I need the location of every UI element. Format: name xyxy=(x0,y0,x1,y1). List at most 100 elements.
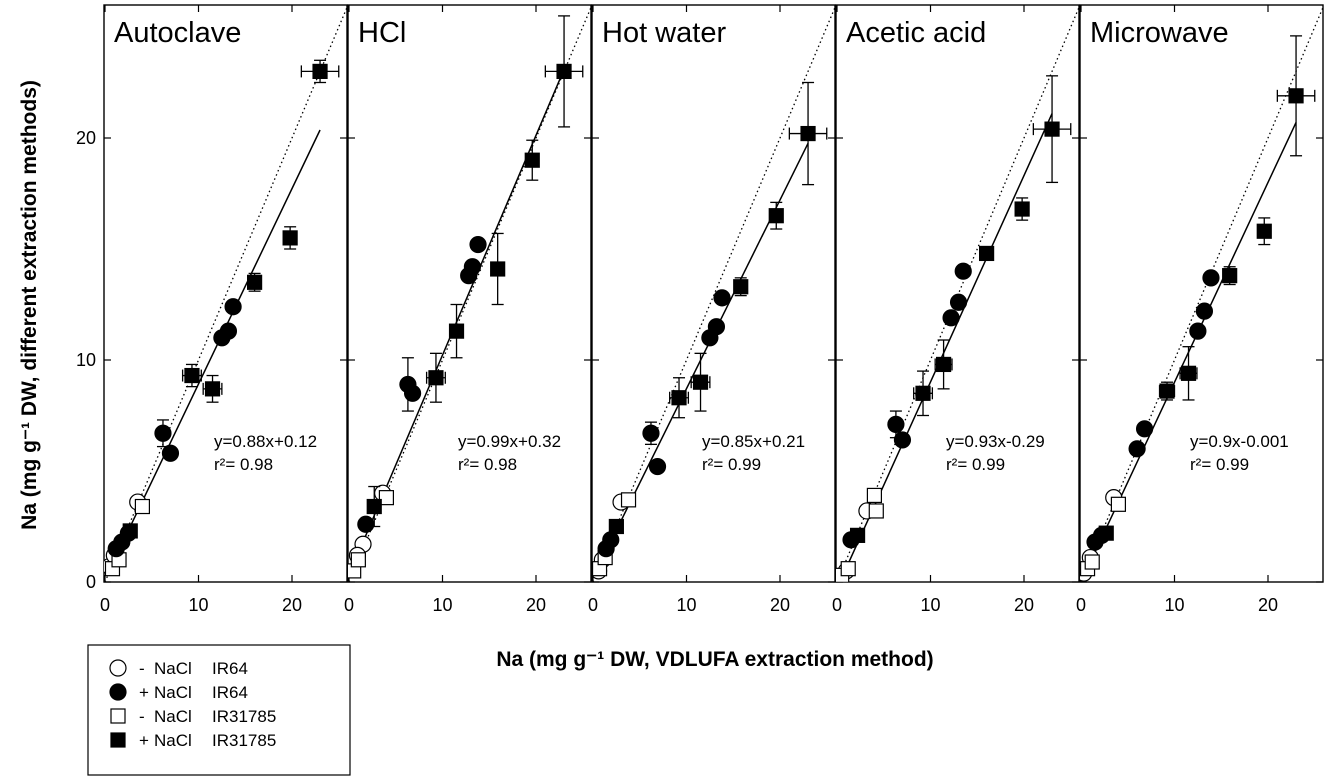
x-tick-label: 10 xyxy=(676,595,696,615)
panel-acetic-acid: 0 10 20 Acetic acid y=0.93x-0.29 r²= 0.99 xyxy=(832,4,1080,615)
filled-circle-marker xyxy=(954,262,972,280)
data-point xyxy=(448,303,465,359)
identity-line xyxy=(104,5,347,582)
data-point xyxy=(1202,269,1220,287)
open-square-legend-marker xyxy=(110,708,126,724)
filled-square-marker xyxy=(1044,121,1060,137)
filled-square-marker xyxy=(1159,383,1175,399)
filled-square-marker xyxy=(692,374,709,390)
data-point xyxy=(707,318,726,336)
x-tick-label: 10 xyxy=(920,595,940,615)
data-point xyxy=(544,15,584,128)
x-tick-label: 0 xyxy=(588,595,598,615)
r-squared: r²= 0.99 xyxy=(702,455,761,474)
filled-circle-marker xyxy=(463,258,482,276)
open-square-marker xyxy=(134,498,150,515)
data-point xyxy=(224,298,242,316)
legend-entry: - NaCl IR31785 xyxy=(110,707,276,726)
data-point xyxy=(350,552,366,568)
x-tick-label: 20 xyxy=(1258,595,1278,615)
open-square-marker xyxy=(868,503,884,519)
data-point xyxy=(219,322,238,340)
data-point xyxy=(788,81,828,186)
filled-square-marker xyxy=(733,279,749,295)
data-point xyxy=(648,457,667,476)
data-point xyxy=(490,232,506,306)
filled-circle-marker xyxy=(942,309,960,327)
regression-equation: y=0.9x-0.001 xyxy=(1190,432,1289,451)
data-point xyxy=(887,410,905,439)
x-tick-label: 0 xyxy=(100,595,110,615)
data-point xyxy=(1032,75,1072,184)
filled-square-marker xyxy=(1014,201,1030,217)
filled-circle-marker xyxy=(707,318,726,336)
filled-square-marker xyxy=(849,527,866,543)
plot-area xyxy=(104,5,347,582)
filled-circle-marker xyxy=(1202,269,1220,287)
filled-square-marker xyxy=(490,261,506,277)
filled-circle-marker xyxy=(154,424,172,442)
data-point xyxy=(733,277,749,297)
data-point xyxy=(378,490,394,506)
filled-circle-marker xyxy=(1135,420,1154,438)
panel-autoclave: 0 10 20 0 10 20 Autoclave y=0.88x+0.12 r²= 0.98 xyxy=(76,4,348,615)
data-point xyxy=(1014,197,1030,221)
filled-circle-marker xyxy=(648,457,667,476)
legend-box xyxy=(87,644,351,776)
data-point xyxy=(713,289,731,307)
data-point xyxy=(978,245,995,262)
x-tick-label: 10 xyxy=(1164,595,1184,615)
x-tick-label: 20 xyxy=(282,595,302,615)
data-point xyxy=(399,357,417,412)
x-tick-label: 0 xyxy=(832,595,842,615)
data-point xyxy=(202,374,223,403)
identity-line xyxy=(348,5,591,582)
data-point xyxy=(1110,496,1127,512)
data-point xyxy=(122,523,138,539)
filled-square-marker xyxy=(915,385,931,401)
data-point xyxy=(934,339,953,390)
data-point xyxy=(181,363,202,388)
r-squared: r²= 0.98 xyxy=(214,455,273,474)
data-point xyxy=(154,419,172,448)
data-point xyxy=(357,515,375,533)
legend-genotype: IR64 xyxy=(212,659,248,678)
filled-square-marker xyxy=(524,152,540,168)
legend-sign: + xyxy=(139,731,149,750)
filled-circle-marker xyxy=(893,431,912,449)
r-squared: r²= 0.99 xyxy=(946,455,1005,474)
data-point xyxy=(1276,35,1316,157)
open-square-marker xyxy=(866,487,883,504)
filled-square-marker xyxy=(428,370,444,386)
panel-title: Microwave xyxy=(1090,17,1229,49)
filled-circle-marker xyxy=(602,531,620,549)
panel-microwave: 0 10 20 Microwave y=0.9x-0.001 r²= 0.99 xyxy=(1076,4,1324,615)
x-tick-label: 10 xyxy=(432,595,452,615)
data-point xyxy=(1158,381,1176,401)
data-point xyxy=(954,262,972,280)
panel-title: Hot water xyxy=(602,17,726,49)
data-point xyxy=(602,531,620,549)
data-point xyxy=(942,309,960,327)
filled-circle-marker xyxy=(1128,440,1146,458)
y-tick-label: 20 xyxy=(76,128,96,148)
open-square-marker xyxy=(350,552,366,568)
legend-sign: + xyxy=(139,683,149,702)
filled-circle-marker xyxy=(642,424,660,442)
open-square-marker xyxy=(378,490,394,506)
data-point xyxy=(282,226,298,250)
legend-genotype: IR31785 xyxy=(212,731,276,750)
filled-square-marker xyxy=(671,390,687,406)
filled-circle-marker xyxy=(469,235,487,254)
x-axis-title: Na (mg g⁻¹ DW, VDLUFA extraction method) xyxy=(496,648,933,671)
filled-square-marker xyxy=(366,498,382,515)
filled-square-marker xyxy=(312,63,328,80)
legend-treatment: NaCl xyxy=(154,683,192,702)
legend-entry: + NaCl IR31785 xyxy=(110,731,276,750)
data-point xyxy=(524,139,540,181)
legend: - NaCl IR64+ NaCl IR64- NaCl IR31785+ NaCl IR317… xyxy=(87,644,351,776)
data-point xyxy=(1128,440,1146,458)
data-point xyxy=(840,561,856,577)
data-point xyxy=(669,377,690,419)
